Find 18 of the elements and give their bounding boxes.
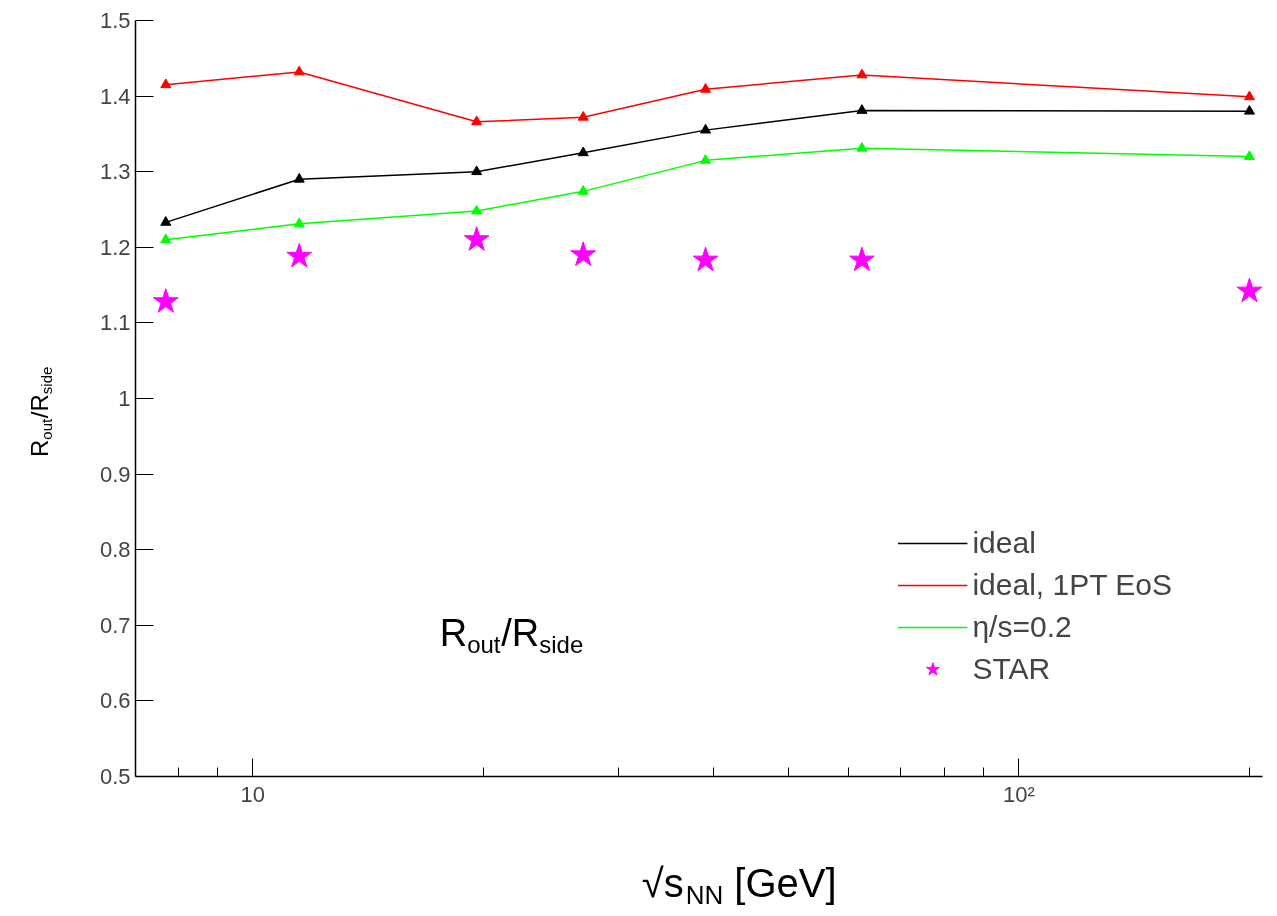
y-tick-label: 1 bbox=[118, 386, 131, 411]
y-tick-label: 0.5 bbox=[99, 764, 131, 789]
y-tick-label: 1.2 bbox=[99, 234, 131, 260]
x-tick-label: 10² bbox=[1002, 781, 1035, 807]
y-tick-label: 1.4 bbox=[99, 83, 131, 109]
y-tick-label: 0.7 bbox=[99, 612, 131, 638]
y-tick-label: 1.1 bbox=[99, 310, 131, 336]
y-tick-label: 1.5 bbox=[99, 8, 131, 33]
legend-label: STAR bbox=[972, 652, 1051, 686]
legend-label: ideal, 1PT EoS bbox=[972, 568, 1172, 602]
y-tick-label: 0.9 bbox=[99, 461, 131, 487]
y-tick-label: 0.6 bbox=[99, 688, 131, 714]
text: Rout/Rside bbox=[25, 366, 55, 457]
legend-label: ideal bbox=[972, 526, 1036, 560]
y-tick-label: 0.8 bbox=[99, 537, 131, 563]
x-tick-label: 10 bbox=[240, 781, 265, 807]
y-tick-label: 1.3 bbox=[99, 159, 131, 185]
legend-label: η/s=0.2 bbox=[972, 610, 1072, 644]
